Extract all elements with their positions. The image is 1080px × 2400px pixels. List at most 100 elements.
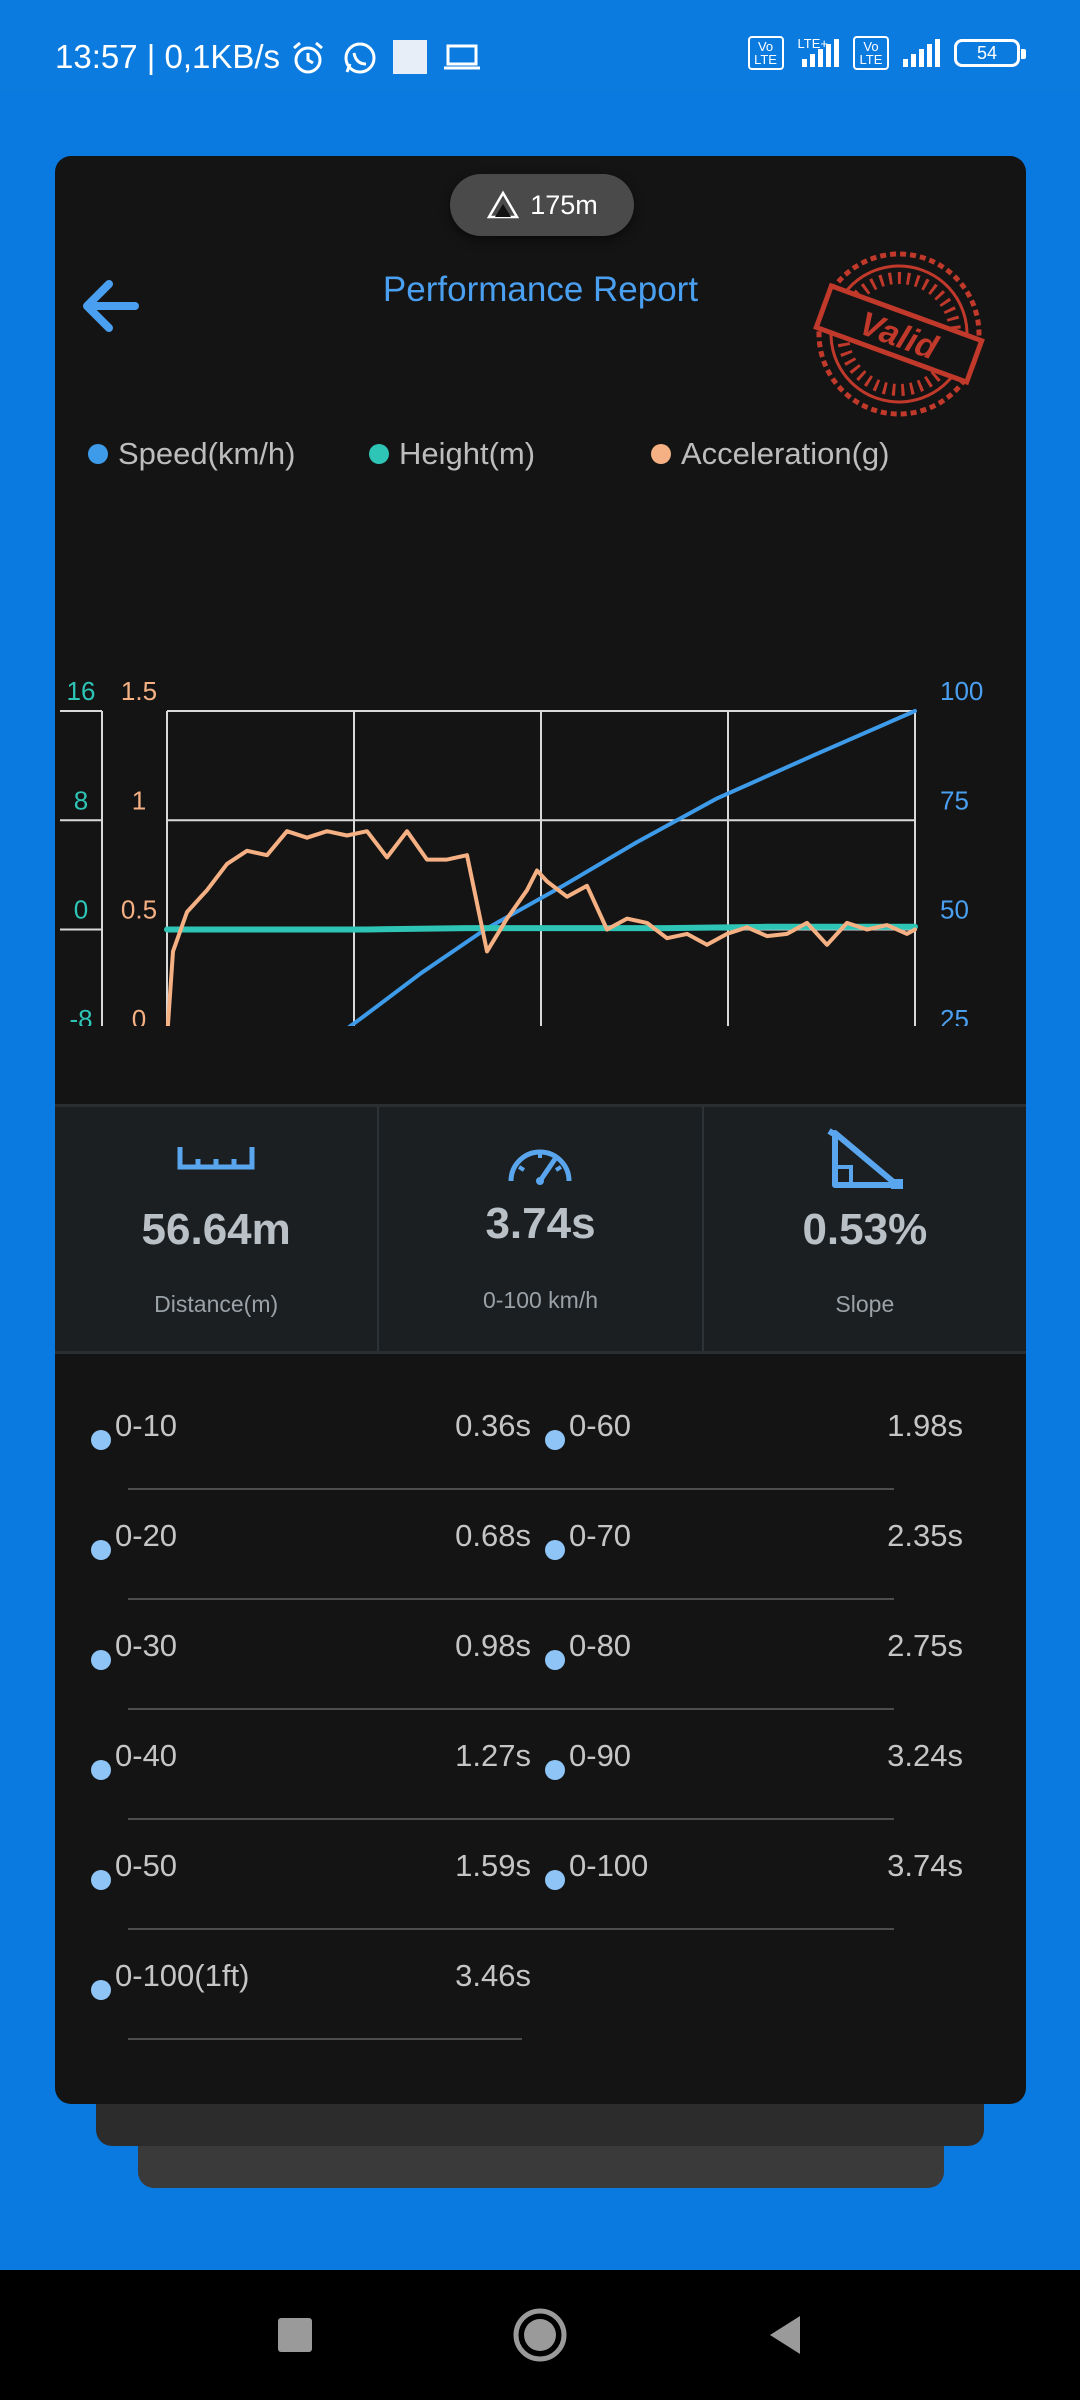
split-0-40: 0-40 1.27s <box>91 1726 531 1836</box>
split-label: 0-50 <box>115 1848 178 1883</box>
valid-stamp: Valid <box>813 251 985 417</box>
page-title: Performance Report <box>382 270 699 309</box>
split-time: 1.59s <box>455 1848 531 1883</box>
height-tick-label: -8 <box>69 1004 92 1026</box>
divider <box>128 2038 522 2040</box>
distance-label: Distance(m) <box>154 1291 279 1317</box>
split-time: 0.98s <box>455 1628 531 1663</box>
back-arrow-icon[interactable] <box>73 266 153 346</box>
navigation-bar <box>0 2270 1080 2400</box>
status-time: 13:57 | 0,1KB/s <box>55 38 281 75</box>
app-icon <box>393 40 427 74</box>
speed-tick-label: 75 <box>940 785 969 815</box>
stat-slope: 0.53% Slope <box>701 1107 1026 1351</box>
bullet <box>91 1980 111 2000</box>
performance-card: 175m Performance Report Valid Speed(km/h… <box>55 156 1026 2104</box>
stat-time: 3.74s 0-100 km/h <box>377 1107 701 1351</box>
split-time: 3.46s <box>455 1958 531 1993</box>
divider <box>128 1818 894 1820</box>
split-0-50: 0-50 1.59s <box>91 1836 531 1946</box>
volte-badge: Vo LTE <box>747 36 784 70</box>
divider <box>128 1708 894 1710</box>
legend-height-label: Height(m) <box>399 436 536 471</box>
split-time: 0.36s <box>455 1408 531 1443</box>
height-tick-label: 0 <box>74 895 88 925</box>
signal-icon-2 <box>903 39 940 67</box>
lte-plus-label: LTE+ <box>797 35 828 51</box>
split-label: 0-60 <box>569 1408 632 1443</box>
height-tick-label: 16 <box>67 676 96 706</box>
height-tick-label: 8 <box>74 785 88 815</box>
split-label: 0-30 <box>115 1628 178 1663</box>
legend-acceleration-label: Acceleration(g) <box>681 436 890 471</box>
home-button[interactable] <box>505 2300 575 2370</box>
split-label: 0-100 <box>569 1848 649 1883</box>
legend-height: Height(m) <box>369 436 535 472</box>
acceleration-dot <box>651 444 671 464</box>
series-line-height-m <box>164 923 918 933</box>
split-time: 3.74s <box>887 1848 963 1883</box>
bullet <box>545 1540 565 1560</box>
distance-value: 56.64m <box>141 1205 291 1254</box>
split-0-10: 0-10 0.36s <box>91 1396 531 1506</box>
split-0-20: 0-20 0.68s <box>91 1506 531 1616</box>
bullet <box>91 1650 111 1670</box>
bullet <box>91 1760 111 1780</box>
stat-distance: 56.64m Distance(m) <box>55 1107 377 1351</box>
split-label: 0-90 <box>569 1738 632 1773</box>
volte-badge-2: Vo LTE <box>853 36 889 70</box>
split-0-100-1ft: 0-100(1ft) 3.46s <box>91 1946 531 2056</box>
alarm-icon <box>293 41 323 74</box>
height-dot <box>369 444 389 464</box>
split-time: 3.24s <box>887 1738 963 1773</box>
signal-icon <box>802 39 839 67</box>
split-label: 0-20 <box>115 1518 178 1553</box>
acceleration-tick-label: 1.5 <box>121 676 157 706</box>
split-time: 0.68s <box>455 1518 531 1553</box>
stats-row: 56.64m Distance(m) 3.74s 0-100 km/h 0.53… <box>55 1104 1026 1354</box>
speed-tick-label: 100 <box>940 676 983 706</box>
acceleration-tick-label: 0 <box>132 1004 146 1026</box>
ruler-icon <box>177 1147 255 1170</box>
divider <box>128 1598 894 1600</box>
altitude-badge: 175m <box>450 174 634 236</box>
split-label: 0-40 <box>115 1738 178 1773</box>
bullet <box>91 1540 111 1560</box>
recents-button[interactable] <box>260 2300 330 2370</box>
split-0-70: 0-70 2.35s <box>545 1506 963 1616</box>
speedometer-icon <box>508 1149 572 1185</box>
split-time: 2.35s <box>887 1518 963 1553</box>
speed-dot <box>88 444 108 464</box>
split-0-80: 0-80 2.75s <box>545 1616 963 1726</box>
acceleration-tick-label: 1 <box>132 785 146 815</box>
laptop-icon <box>444 44 480 70</box>
slope-value: 0.53% <box>802 1205 928 1254</box>
split-0-100: 0-100 3.74s <box>545 1836 963 1946</box>
time-value: 3.74s <box>485 1199 596 1248</box>
split-label: 0-10 <box>115 1408 178 1443</box>
battery-icon: 54 <box>954 39 1026 67</box>
legend-speed: Speed(km/h) <box>88 436 295 472</box>
legend-speed-label: Speed(km/h) <box>118 436 296 471</box>
split-label: 0-100(1ft) <box>115 1958 250 1993</box>
divider <box>128 1928 894 1930</box>
whatsapp-icon <box>344 42 376 74</box>
divider <box>128 1488 894 1490</box>
bullet <box>91 1870 111 1890</box>
split-0-60: 0-60 1.98s <box>545 1396 963 1506</box>
bullet <box>545 1650 565 1670</box>
bullet <box>91 1430 111 1450</box>
split-label: 0-70 <box>569 1518 632 1553</box>
back-button[interactable] <box>750 2300 820 2370</box>
status-bar: 13:57 | 0,1KB/s Vo LTE LTE+ Vo LTE 54 <box>0 0 1080 92</box>
mountain-icon <box>487 190 520 219</box>
speed-tick-label: 25 <box>940 1004 969 1026</box>
bullet <box>545 1870 565 1890</box>
speed-tick-label: 50 <box>940 895 969 925</box>
bullet <box>545 1430 565 1450</box>
legend-acceleration: Acceleration(g) <box>651 436 889 472</box>
split-0-30: 0-30 0.98s <box>91 1616 531 1726</box>
slope-icon <box>827 1128 903 1189</box>
series-line-acceleration-g <box>165 829 917 1041</box>
